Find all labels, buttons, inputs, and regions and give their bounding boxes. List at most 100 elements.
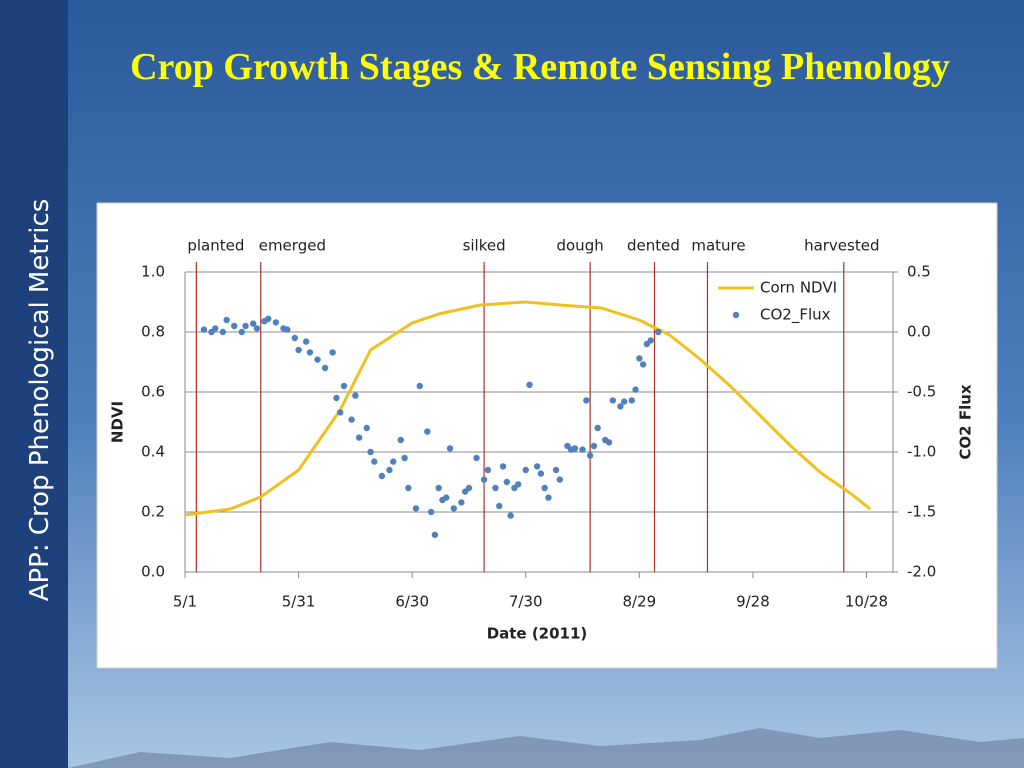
flux-point (272, 319, 280, 326)
slide-title: Crop Growth Stages & Remote Sensing Phen… (130, 46, 950, 88)
flux-point (405, 484, 412, 492)
stage-label: planted (187, 237, 244, 255)
flux-point (628, 397, 635, 404)
flux-point (355, 434, 363, 441)
flux-point (571, 445, 579, 452)
flux-point (620, 398, 628, 405)
flux-point (242, 322, 249, 330)
y2-tick-label: -2.0 (907, 563, 936, 581)
flux-point (284, 326, 291, 333)
flux-point (541, 484, 548, 492)
y2-tick-label: -0.5 (907, 383, 936, 401)
legend-dot (732, 311, 740, 319)
flux-point (306, 349, 314, 356)
stage-label: mature (691, 237, 745, 255)
stage-label: dented (627, 237, 680, 255)
flux-point (636, 355, 643, 362)
flux-point (424, 428, 431, 435)
flux-point (401, 454, 408, 462)
flux-point (450, 505, 458, 512)
flux-point (363, 424, 370, 432)
chart-frame (96, 202, 998, 669)
flux-point (352, 392, 359, 399)
flux-point (249, 320, 257, 327)
flux-point (533, 463, 541, 470)
y-tick-label: 0.8 (141, 323, 165, 341)
x-tick-label: 7/30 (509, 593, 543, 611)
flux-point (367, 448, 374, 456)
y2-tick-label: 0.5 (907, 263, 931, 281)
flux-point (231, 322, 238, 330)
flux-point (514, 481, 522, 488)
flux-point (219, 328, 227, 336)
y2-tick-label: -1.0 (907, 443, 936, 461)
flux-point (473, 454, 480, 462)
x-tick-label: 10/28 (845, 593, 888, 611)
x-tick-label: 9/28 (736, 593, 770, 611)
flux-point (537, 470, 545, 477)
flux-point (639, 361, 647, 368)
y-axis-label: NDVI (109, 401, 127, 443)
flux-point (212, 325, 219, 332)
flux-point (484, 466, 492, 474)
x-tick-label: 6/30 (395, 593, 429, 611)
stage-label: dough (556, 237, 603, 255)
legend-label: Corn NDVI (760, 279, 837, 297)
flux-point (348, 416, 355, 423)
y-tick-label: 0.0 (141, 563, 165, 581)
flux-point (503, 478, 511, 486)
flux-point (295, 346, 302, 354)
flux-point (200, 326, 208, 333)
flux-point (496, 502, 503, 510)
flux-point (526, 381, 533, 388)
y2-axis-label: CO2 Flux (957, 384, 975, 459)
flux-point (416, 382, 423, 390)
flux-point (594, 424, 601, 432)
flux-point (499, 463, 507, 470)
flux-point (583, 397, 590, 404)
flux-point (446, 445, 454, 452)
x-tick-label: 5/31 (282, 593, 316, 611)
flux-point (397, 436, 405, 444)
flux-point (371, 458, 378, 465)
flux-point (265, 315, 272, 322)
flux-point (390, 458, 397, 465)
y-tick-label: 0.2 (141, 503, 165, 521)
y2-tick-label: 0.0 (907, 323, 931, 341)
flux-point (655, 328, 662, 336)
stage-label: silked (463, 237, 506, 255)
flux-point (522, 466, 529, 474)
flux-point (314, 356, 321, 363)
flux-point (337, 409, 344, 416)
flux-point (590, 442, 598, 450)
flux-point (302, 338, 310, 345)
ndvi-line (184, 300, 872, 517)
x-tick-label: 8/29 (622, 593, 656, 611)
flux-point (253, 325, 261, 332)
flux-point (458, 499, 465, 506)
flux-point (647, 337, 654, 344)
flux-point (329, 349, 336, 356)
x-axis-label: Date (2011) (487, 625, 588, 643)
flux-point (556, 476, 564, 483)
flux-point (492, 484, 499, 492)
flux-point (412, 505, 420, 512)
flux-point (321, 364, 329, 372)
flux-point (238, 328, 245, 336)
stage-label: harvested (804, 237, 879, 255)
flux-point (465, 484, 473, 492)
flux-point (223, 316, 230, 324)
flux-point (579, 446, 586, 453)
side-label: APP: Crop Phenological Metrics (25, 199, 55, 602)
flux-point (378, 472, 386, 480)
flux-point (586, 452, 594, 459)
flux-point (507, 512, 514, 519)
flux-point (386, 466, 393, 474)
x-tick-label: 5/1 (173, 593, 197, 611)
y-tick-label: 1.0 (141, 263, 165, 281)
flux-point (435, 484, 442, 492)
flux-point (545, 494, 552, 501)
flux-point (552, 466, 560, 474)
flux-point (427, 508, 435, 516)
